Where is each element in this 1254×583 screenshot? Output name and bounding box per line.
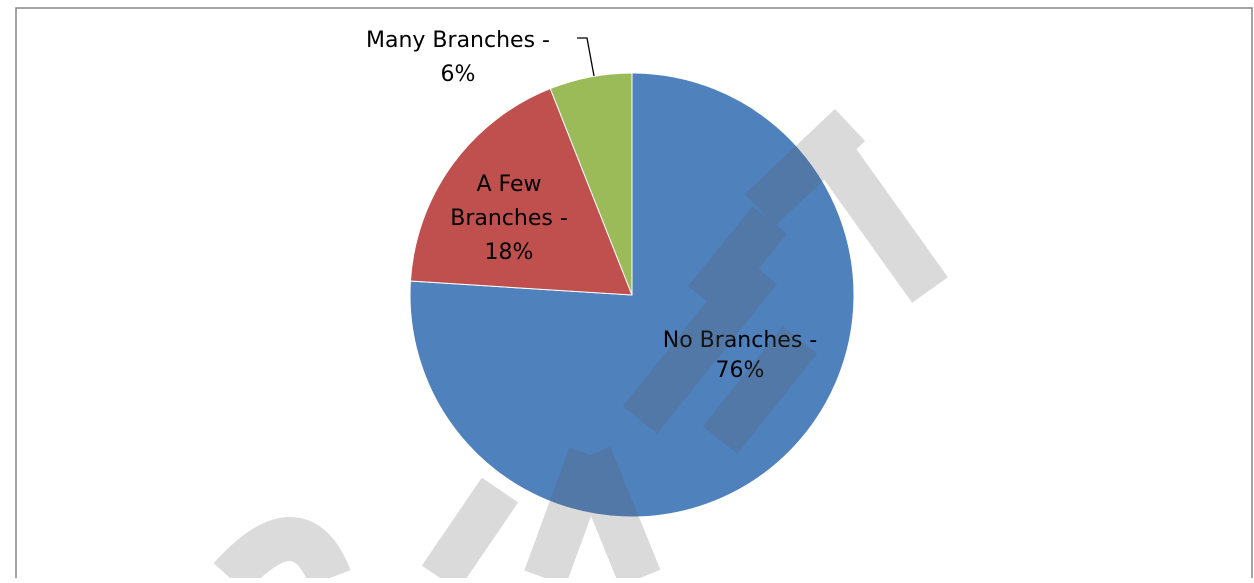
watermark-letter-t-bar xyxy=(812,137,948,303)
data-labels: No Branches -76% A Few Branches -18% Many B… xyxy=(366,28,817,383)
data-label-many-branches: Many Branches -6% xyxy=(366,28,550,87)
watermark-letter-f-stem xyxy=(702,326,818,454)
watermark-letter-f-bar-2 xyxy=(622,256,778,434)
watermark-letter-a-left xyxy=(524,447,611,583)
data-label-a-few-branches: A Few Branches -18% xyxy=(450,172,568,265)
pie-slices xyxy=(409,72,855,518)
watermark-letter-d xyxy=(213,517,351,583)
watermark-letter-t-stem xyxy=(744,109,866,226)
watermark-letter-r xyxy=(421,477,519,583)
pie-slice-many-branches xyxy=(549,72,633,296)
draft-watermark xyxy=(213,109,948,583)
leader-line-many-branches xyxy=(577,37,595,77)
watermark-letter-a-right xyxy=(569,446,661,583)
data-label-no-branches: No Branches -76% xyxy=(663,328,817,383)
pie-slice-a-few-branches xyxy=(409,87,633,296)
watermark-letter-f-bar-1 xyxy=(687,206,788,314)
pie-slice-no-branches xyxy=(409,72,855,518)
